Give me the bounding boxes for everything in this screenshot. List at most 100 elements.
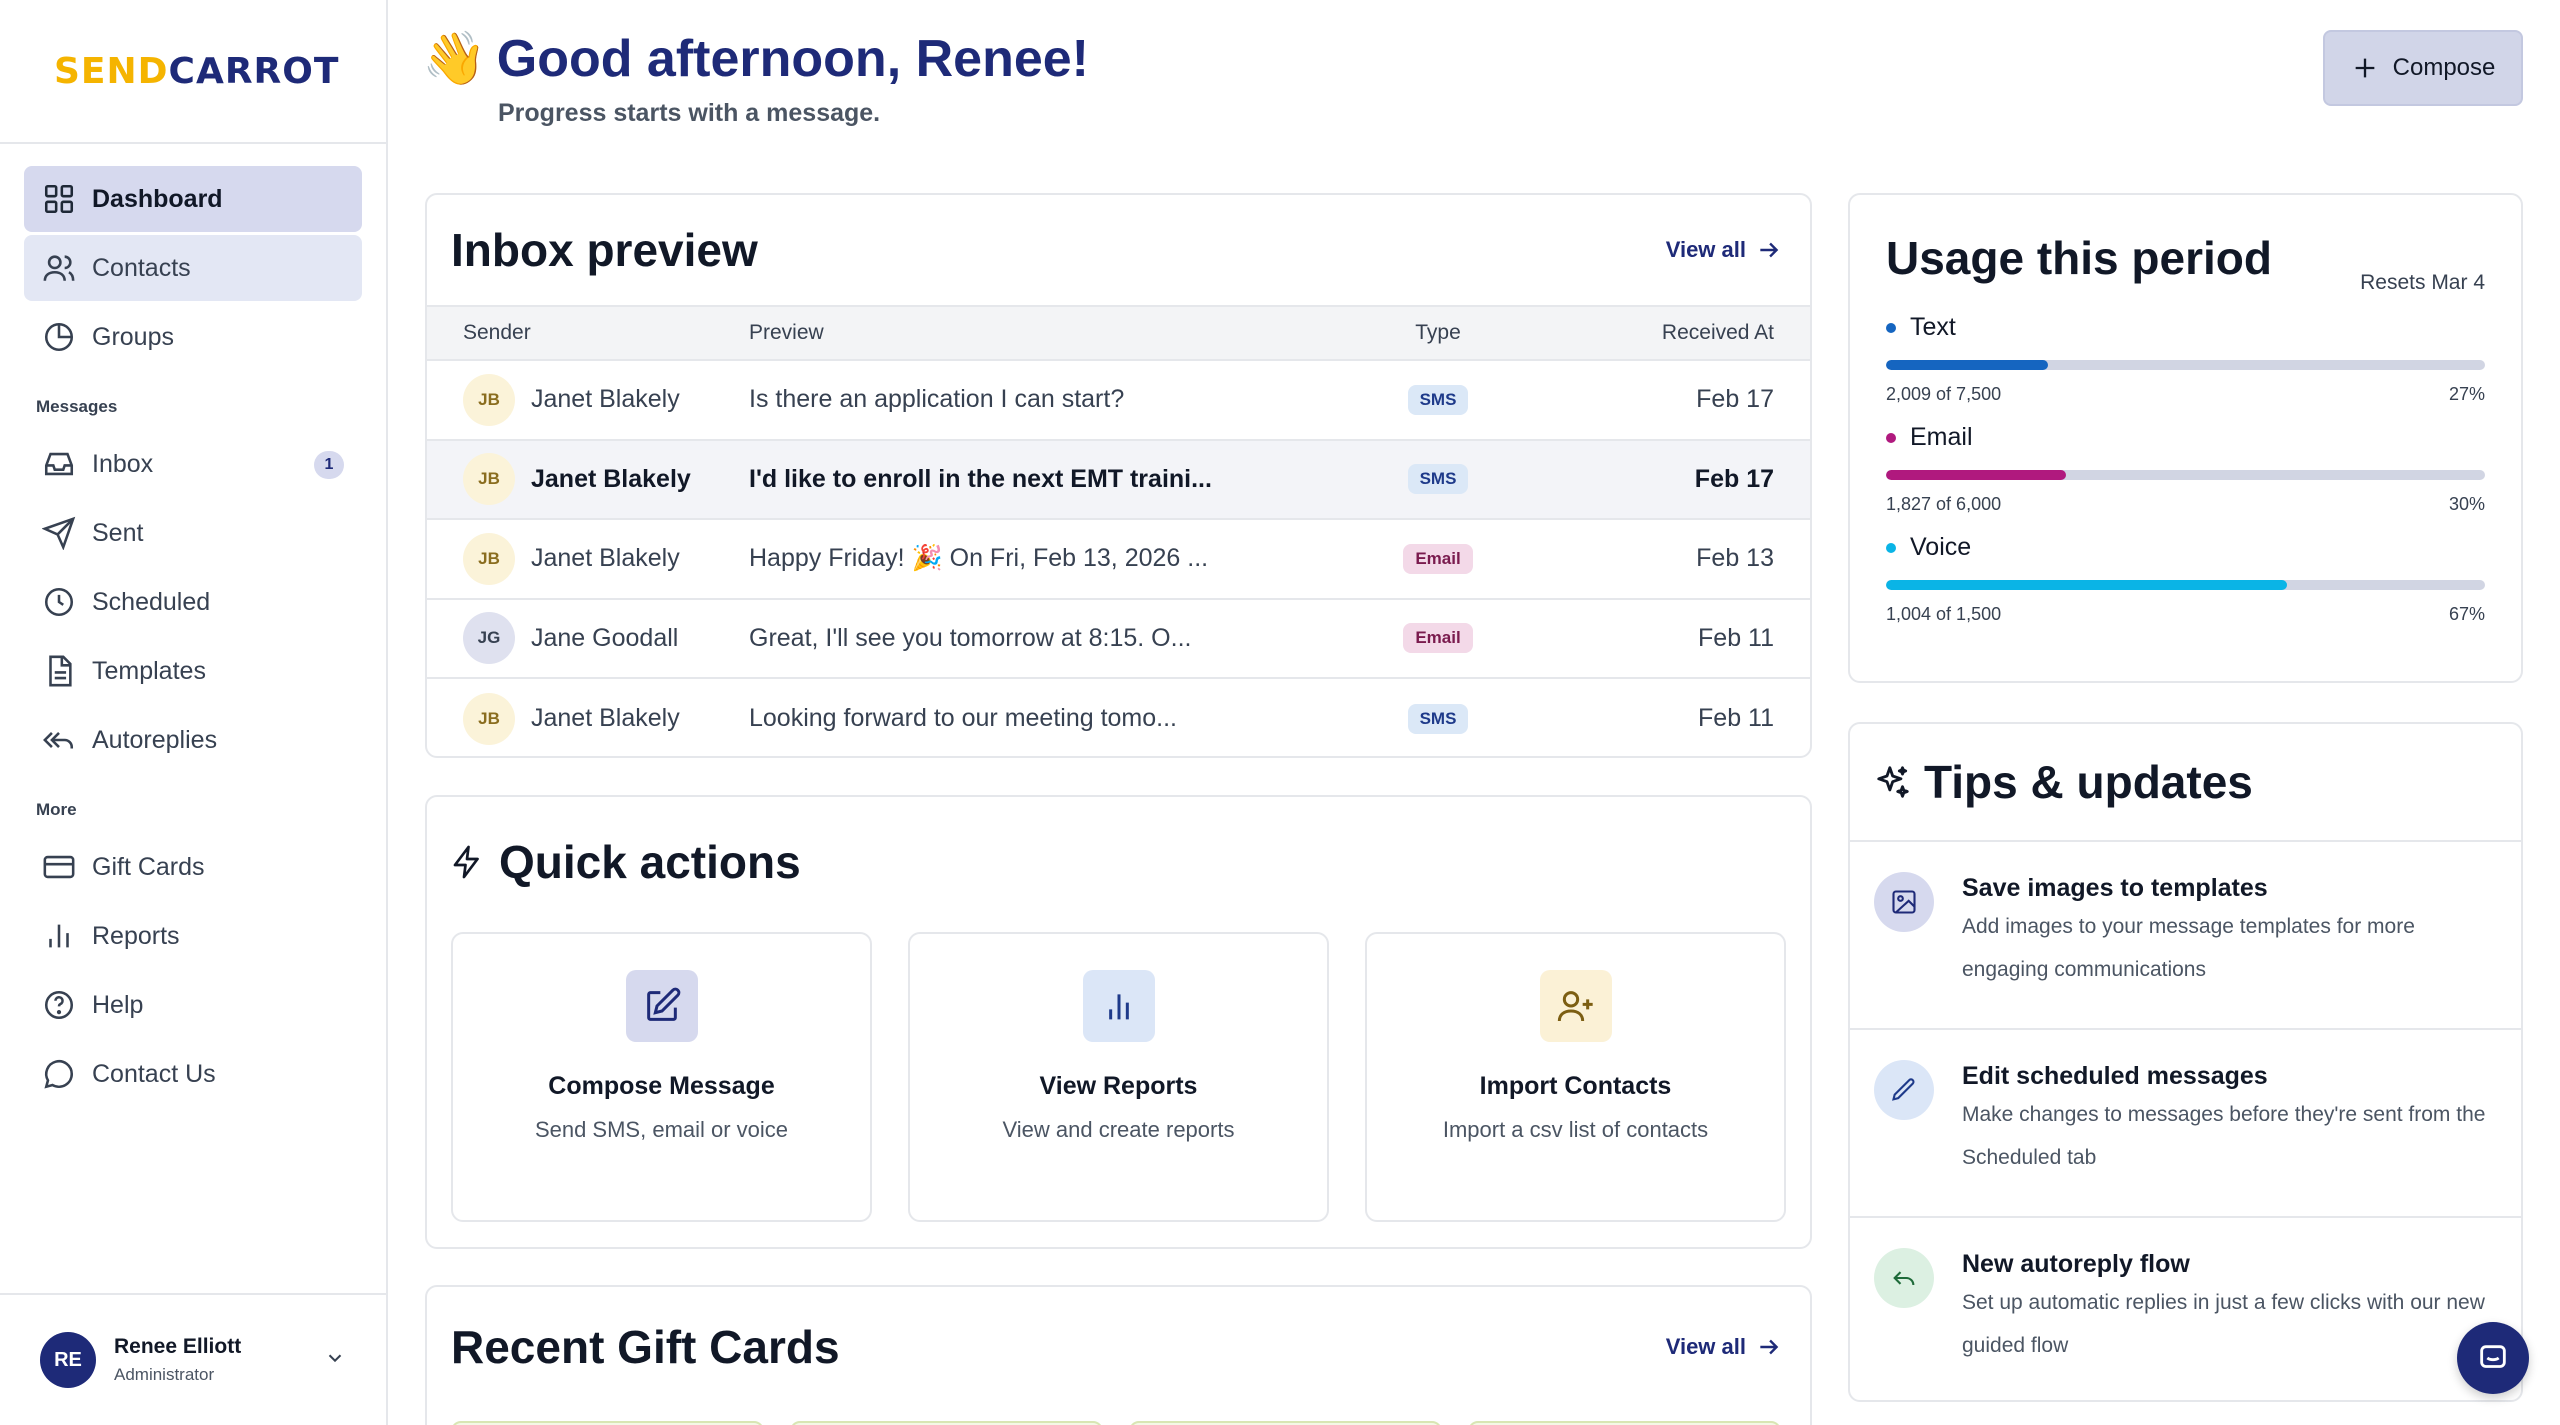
usage-reset-date: Resets Mar 4: [2360, 271, 2485, 294]
view-reports-action[interactable]: View Reports View and create reports: [908, 932, 1329, 1222]
sidebar-item-help[interactable]: Help: [24, 972, 362, 1038]
page-subtitle: Progress starts with a message.: [498, 99, 881, 127]
action-title: Import Contacts: [1479, 1072, 1672, 1100]
tip-title: New autoreply flow: [1962, 1250, 2190, 1278]
sidebar-item-dashboard[interactable]: Dashboard: [24, 166, 362, 232]
tip-item[interactable]: Save images to templates Add images to y…: [1850, 842, 2521, 1030]
usage-progress-fill: [1886, 580, 2288, 590]
table-header: Sender Preview Type Received At: [427, 305, 1810, 361]
metric-percent: 67%: [2448, 604, 2485, 624]
sidebar-item-label: Contacts: [92, 253, 191, 282]
table-row[interactable]: JB Janet Blakely Happy Friday! 🎉 On Fri, …: [427, 520, 1810, 600]
help-icon: [44, 990, 74, 1020]
tip-title: Save images to templates: [1962, 874, 2268, 902]
sender-name: Janet Blakely: [531, 544, 680, 573]
sidebar-item-label: Gift Cards: [92, 852, 205, 881]
user-name: Renee Elliott: [114, 1335, 242, 1358]
chat-bubble-icon: [44, 1060, 74, 1089]
table-row[interactable]: JB Janet Blakely I'd like to enroll in th…: [427, 440, 1810, 520]
sender-name: Janet Blakely: [531, 704, 680, 733]
metric-percent: 30%: [2448, 494, 2485, 514]
user-menu[interactable]: RE Renee Elliott Administrator: [0, 1293, 386, 1425]
sidebar-item-groups[interactable]: Groups: [24, 304, 362, 370]
sidebar-item-contacts[interactable]: Contacts: [24, 235, 362, 301]
tip-title: Edit scheduled messages: [1962, 1062, 2268, 1090]
tip-item[interactable]: New autoreply flow Set up automatic repl…: [1850, 1218, 2521, 1400]
card-icon: [43, 855, 75, 879]
tips-card: Tips & updates Save images to templates …: [1848, 722, 2523, 1402]
sidebar-item-label: Scheduled: [92, 587, 211, 616]
column-header-sender[interactable]: Sender: [463, 321, 531, 344]
sidebar-item-templates[interactable]: Templates: [24, 638, 362, 704]
image-icon: [1892, 890, 1916, 914]
metric-label: Voice: [1910, 533, 1972, 561]
type-badge: Email: [1403, 543, 1473, 574]
tip-item[interactable]: Edit scheduled messages Make changes to …: [1850, 1030, 2521, 1218]
tip-description: Add images to your message templates for…: [1962, 915, 2415, 981]
usage-progress-fill: [1886, 470, 2066, 480]
sidebar-item-reports[interactable]: Reports: [24, 903, 362, 969]
avatar: JB: [463, 532, 515, 585]
user-role: Administrator: [114, 1365, 215, 1384]
received-date: Feb 17: [1694, 464, 1774, 493]
chat-icon: [2480, 1345, 2506, 1368]
import-contacts-action[interactable]: Import Contacts Import a csv list of con…: [1365, 932, 1786, 1222]
quick-actions-card: Quick actions Compose Message Send SMS, …: [425, 795, 1812, 1249]
table-row[interactable]: JB Janet Blakely Looking forward to our m…: [427, 679, 1810, 756]
message-preview: Looking forward to our meeting tomo...: [749, 704, 1178, 733]
type-badge: Email: [1403, 623, 1473, 654]
pencil-icon: [1892, 1078, 1915, 1101]
gift-cards-view-all-link[interactable]: View all: [1666, 1334, 1782, 1360]
messages-section-heading: Messages: [36, 397, 118, 416]
page-title: Good afternoon, Renee!: [496, 29, 1089, 88]
series-dot: [1886, 432, 1896, 443]
sidebar-item-gift-cards[interactable]: Gift Cards: [24, 834, 362, 900]
chevron-down-icon[interactable]: [324, 1347, 346, 1369]
usage-metric-voice: Voice 1,004 of 1,500 67%: [1886, 533, 2485, 625]
document-icon: [49, 655, 72, 687]
gift-card-thumbnail[interactable]: [1129, 1421, 1442, 1425]
column-header-preview[interactable]: Preview: [749, 321, 824, 344]
reply-icon: [1893, 1271, 1915, 1286]
usage-title: Usage this period: [1886, 232, 2272, 284]
view-all-label: View all: [1665, 237, 1746, 262]
column-header-type[interactable]: Type: [1415, 321, 1461, 344]
gift-card-thumbnail[interactable]: [451, 1421, 764, 1425]
sidebar-item-contact-us[interactable]: Contact Us: [24, 1041, 362, 1107]
sidebar-item-autoreplies[interactable]: Autoreplies: [24, 707, 362, 773]
column-header-received[interactable]: Received At: [1661, 321, 1774, 344]
logo[interactable]: SENDCARROT: [0, 0, 386, 144]
sidebar-item-scheduled[interactable]: Scheduled: [24, 569, 362, 635]
table-row[interactable]: JB Janet Blakely Is there an application …: [427, 361, 1810, 441]
usage-progress-bar: [1886, 580, 2485, 590]
usage-metric-email: Email 1,827 of 6,000 30%: [1886, 423, 2485, 515]
sidebar: SENDCARROT Dashboard Contacts Groups Mes…: [0, 0, 388, 1425]
table-row[interactable]: JG Jane Goodall Great, I'll see you tomor…: [427, 600, 1810, 679]
inbox-view-all-link[interactable]: View all: [1666, 237, 1782, 263]
send-icon: [42, 516, 76, 550]
sidebar-item-label: Sent: [92, 518, 144, 547]
groups-icon: [44, 322, 74, 352]
compose-message-action[interactable]: Compose Message Send SMS, email or voice: [451, 932, 872, 1222]
support-chat-button[interactable]: [2457, 1322, 2529, 1394]
message-preview: Is there an application I can start?: [749, 385, 1125, 414]
usage-progress-bar: [1886, 360, 2485, 370]
arrow-right-icon: [1760, 1339, 1779, 1355]
inbox-preview-title: Inbox preview: [451, 224, 758, 276]
gift-card-thumbnail[interactable]: [790, 1421, 1103, 1425]
sidebar-item-sent[interactable]: Sent: [24, 500, 362, 566]
sidebar-item-inbox[interactable]: Inbox 1: [24, 431, 362, 497]
sidebar-item-label: Groups: [92, 322, 174, 351]
sidebar-nav: Dashboard Contacts Groups Messages Inbox…: [0, 144, 386, 1107]
avatar: JB: [463, 692, 515, 745]
compose-button[interactable]: Compose: [2323, 30, 2523, 106]
tip-description: Set up automatic replies in just a few c…: [1962, 1291, 2485, 1357]
action-description: View and create reports: [1002, 1117, 1235, 1142]
sidebar-item-label: Autoreplies: [92, 725, 218, 754]
usage-progress-bar: [1886, 470, 2485, 480]
sender-name: Janet Blakely: [531, 385, 680, 414]
sparkle-icon: [1877, 766, 1909, 798]
sidebar-item-label: Templates: [92, 656, 206, 685]
gift-card-thumbnail[interactable]: [1468, 1421, 1781, 1425]
received-date: Feb 13: [1696, 544, 1774, 573]
